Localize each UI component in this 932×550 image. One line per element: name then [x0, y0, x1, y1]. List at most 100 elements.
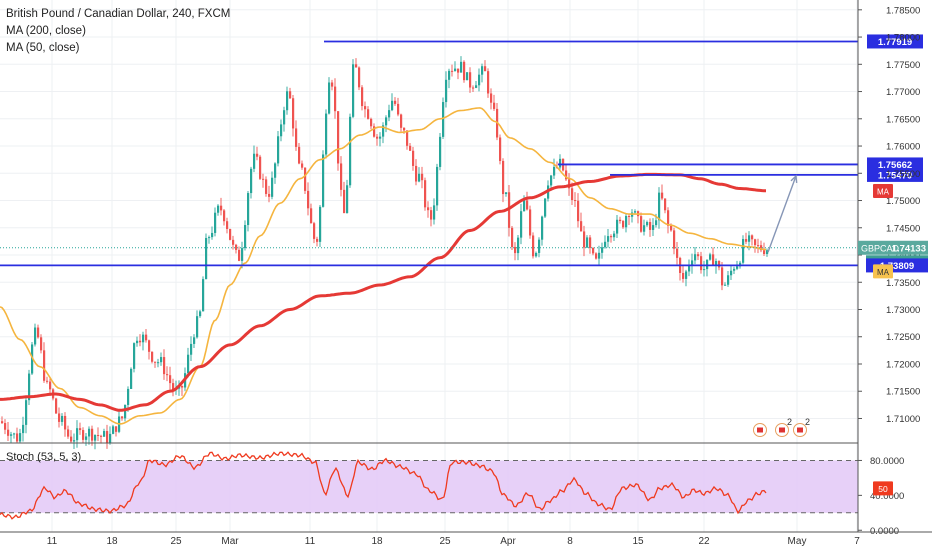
x-tick-label: 11: [47, 536, 58, 547]
candle-body: [19, 433, 22, 442]
candle-body: [70, 436, 73, 442]
candle-body: [475, 85, 478, 88]
candle-body: [676, 248, 679, 258]
candle-body: [349, 116, 352, 186]
candle-body: [664, 198, 667, 211]
candle-body: [505, 192, 508, 195]
candle-body: [235, 244, 238, 250]
candle-body: [613, 233, 616, 238]
stoch-value-tag: [873, 481, 893, 496]
y-tick-label: 1.76000: [886, 142, 920, 153]
candle-body: [142, 334, 145, 343]
time-axis: 11 18 25 Mar 11 18 25 Apr 8 15 22 May 7: [47, 536, 860, 547]
candle-body: [97, 434, 100, 436]
candle-body: [16, 433, 19, 442]
candle-body: [352, 64, 355, 117]
x-tick-label: 18: [371, 536, 383, 547]
candle-body: [577, 200, 580, 222]
candle-body: [34, 327, 37, 345]
candle-body: [268, 193, 271, 197]
y-tick-label: 1.73000: [886, 305, 920, 316]
candle-body: [682, 272, 685, 279]
candle-body: [217, 205, 220, 213]
candle-body: [187, 354, 190, 374]
candle-body: [580, 221, 583, 232]
candle-body: [574, 200, 577, 202]
candle-body: [523, 200, 526, 212]
candle-body: [430, 210, 433, 220]
ma50-tag: [873, 264, 893, 279]
candle-body: [40, 337, 43, 351]
candle-body: [229, 228, 232, 240]
forecast-arrow-head: [790, 174, 798, 184]
candle-body: [526, 200, 529, 210]
candle-body: [595, 253, 598, 259]
candle-body: [307, 190, 310, 209]
candle-body: [661, 192, 664, 199]
candle-body: [436, 166, 439, 206]
candle-body: [649, 222, 652, 230]
candle-body: [82, 430, 85, 440]
candle-body: [304, 167, 307, 191]
candle-body: [226, 221, 229, 229]
candle-body: [550, 175, 553, 186]
candle-body: [748, 235, 751, 242]
ma200-line: [0, 172, 766, 412]
candle-body: [586, 237, 589, 248]
symbol-title: British Pound / Canadian Dollar, 240, FX…: [6, 8, 231, 20]
candle-body: [670, 225, 673, 231]
candle-body: [325, 113, 328, 155]
candle-body: [502, 160, 505, 195]
candle-body: [712, 254, 715, 266]
candle-body: [109, 433, 112, 443]
candle-body: [205, 237, 208, 280]
x-tick-label: 11: [305, 536, 316, 547]
candle-body: [592, 247, 595, 254]
candle-body: [295, 128, 298, 147]
candle-body: [535, 252, 538, 257]
candle-body: [397, 103, 400, 115]
y-tick-label: 1.72500: [886, 332, 920, 343]
candle-body: [688, 265, 691, 272]
candlestick-series: [1, 56, 769, 450]
candle-body: [232, 239, 235, 245]
chart-legend: British Pound / Canadian Dollar, 240, FX…: [6, 6, 230, 57]
ma200-tag-label: MA: [877, 187, 890, 196]
stoch-legend: Stoch (53, 5, 3): [6, 451, 82, 463]
candle-body: [571, 188, 574, 201]
candle-body: [745, 239, 748, 242]
candle-body: [766, 250, 769, 255]
candle-body: [415, 165, 418, 182]
candle-body: [58, 413, 61, 422]
candle-body: [433, 205, 436, 220]
ma50-line: [0, 107, 767, 425]
price-axis: 1.71000 1.71500 1.72000 1.72500 1.73000 1.735…: [0, 0, 932, 533]
candle-body: [10, 434, 13, 436]
candle-body: [511, 227, 514, 247]
ma50-tag-label: MA: [877, 268, 890, 277]
x-tick-label: 22: [698, 536, 710, 547]
y-tick-label: 1.77000: [886, 87, 920, 98]
candle-body: [385, 117, 388, 126]
candle-body: [139, 340, 142, 343]
candle-body: [241, 248, 244, 261]
y-tick-label: 1.77500: [886, 60, 920, 71]
candle-body: [340, 163, 343, 190]
candle-body: [703, 269, 706, 271]
stoch-tick-label: 80.0000: [870, 456, 904, 467]
candle-body: [61, 415, 64, 422]
candle-body: [445, 79, 448, 103]
candle-body: [274, 163, 277, 178]
candle-body: [103, 431, 106, 437]
candle-body: [412, 150, 415, 166]
candle-body: [244, 225, 247, 249]
level-price-label: 1.77919: [878, 37, 912, 48]
candle-body: [610, 236, 613, 238]
candle-body: [13, 433, 16, 435]
candle-body: [427, 207, 430, 211]
candle-body: [196, 316, 199, 338]
level-price-label: 1.73809: [880, 261, 914, 272]
